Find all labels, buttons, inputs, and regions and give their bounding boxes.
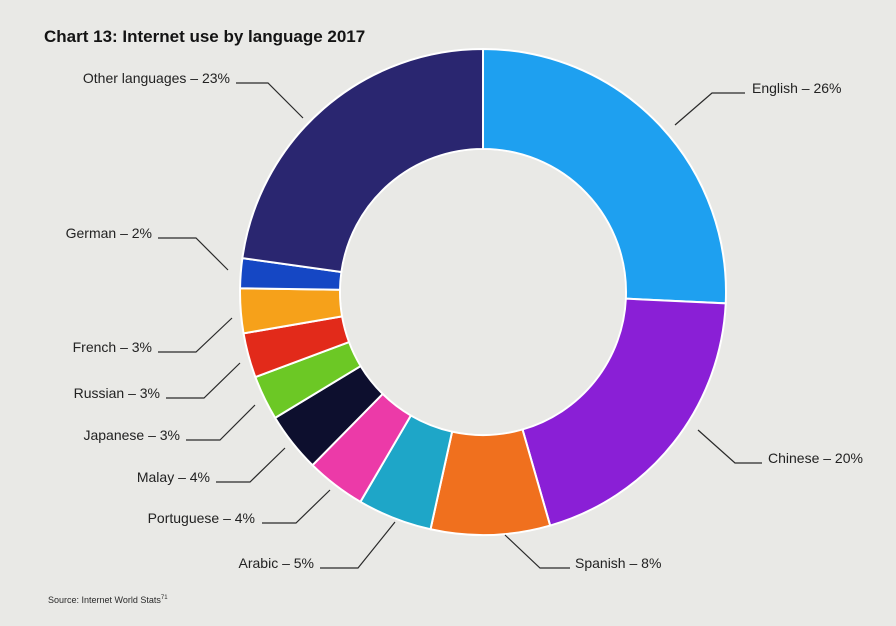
donut-hole [341, 150, 625, 434]
source-superscript: 71 [161, 595, 168, 601]
chart-title: Chart 13: Internet use by language 2017 [44, 27, 365, 46]
slice-label: English – 26% [752, 80, 842, 96]
slice-label: Malay – 4% [137, 469, 210, 485]
leader-line [674, 92, 745, 126]
leader-line [158, 237, 229, 271]
leader-line [697, 429, 762, 464]
leader-line [158, 317, 233, 353]
slice-label: German – 2% [66, 225, 152, 241]
slice-label: Japanese – 3% [83, 427, 180, 443]
slice-chinese [521, 297, 727, 527]
slice-label: Other languages – 23% [83, 70, 230, 86]
slice-english [482, 47, 727, 305]
leader-line [166, 362, 241, 399]
slice-label: Portuguese – 4% [148, 510, 255, 526]
slice-label: Russian – 3% [74, 385, 160, 401]
leader-line [216, 447, 286, 483]
leader-line [262, 489, 331, 524]
slice-label: French – 3% [73, 339, 152, 355]
source-text: Source: Internet World Stats [48, 595, 161, 605]
slice-other [241, 47, 484, 274]
leader-line [504, 534, 570, 569]
slice-label: Spanish – 8% [575, 555, 661, 571]
leader-line [236, 82, 304, 119]
slices-group [239, 47, 727, 536]
leader-line [186, 404, 256, 441]
leader-lines-group [158, 82, 762, 569]
slice-labels-group: English – 26% Chinese – 20% Spanish – 8% Ar… [66, 70, 863, 571]
slice-label: Arabic – 5% [239, 555, 314, 571]
slice-label: Chinese – 20% [768, 450, 863, 466]
source-note: Source: Internet World Stats71 [48, 595, 168, 605]
leader-line [320, 521, 396, 569]
